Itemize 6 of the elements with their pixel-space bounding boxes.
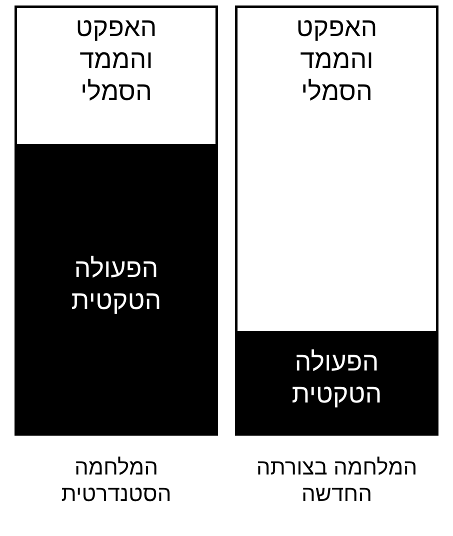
x-tick-label: המלחמה בצורתה החדשה [256, 454, 418, 506]
text: הפעולה הטקטית [71, 252, 162, 315]
x-tick-label: המלחמה הסטנדרטית [61, 454, 172, 506]
text: האפקט והממד הסמלי [296, 12, 378, 106]
series-label: האפקט והממד הסמלי [76, 12, 157, 106]
series-label: הפעולה הטקטית [292, 346, 382, 408]
